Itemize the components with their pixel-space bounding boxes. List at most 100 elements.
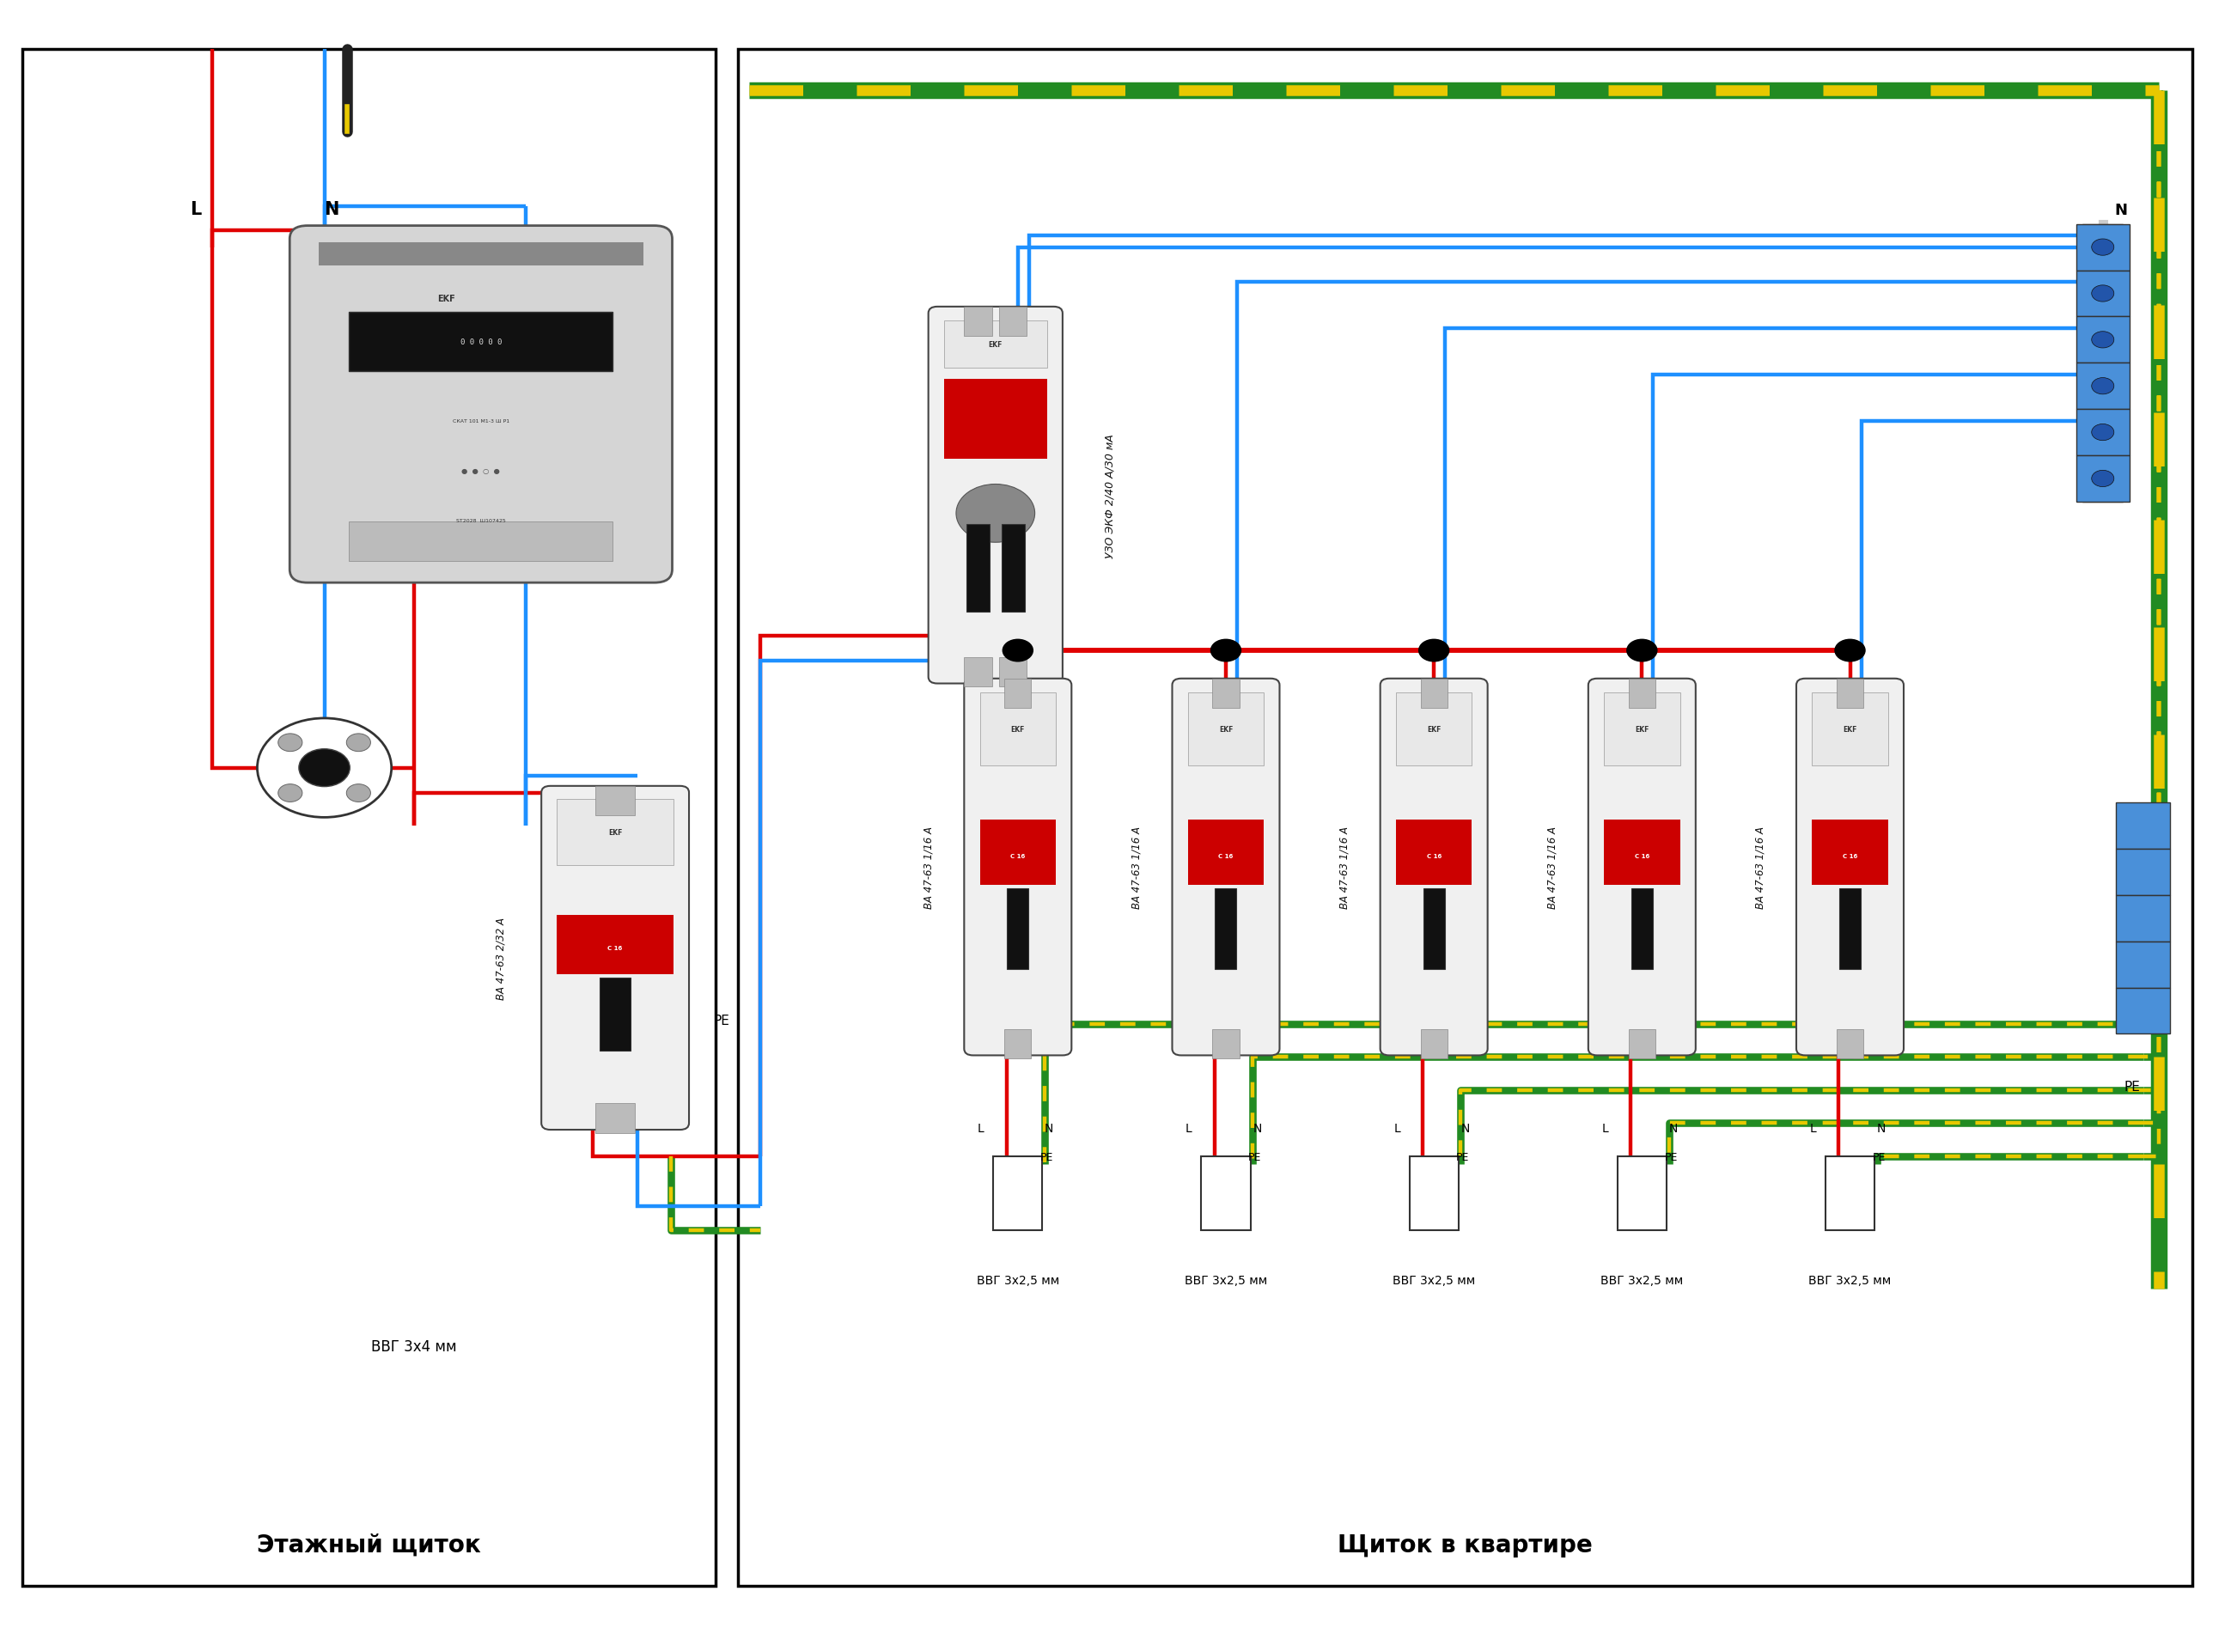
Text: EKF: EKF	[989, 340, 1002, 349]
Text: ВА 47-63 1/16 А: ВА 47-63 1/16 А	[1340, 826, 1349, 909]
Bar	[1617, 1156, 1667, 1231]
FancyBboxPatch shape	[964, 679, 1072, 1056]
Bar	[2116, 849, 2170, 895]
Bar	[1000, 307, 1027, 337]
Circle shape	[1210, 639, 1242, 662]
Bar	[1212, 1029, 1239, 1059]
Bar	[2076, 225, 2130, 271]
FancyBboxPatch shape	[1588, 679, 1696, 1056]
Text: ВВГ 3х2,5 мм: ВВГ 3х2,5 мм	[978, 1274, 1058, 1287]
Bar	[980, 819, 1056, 885]
Text: L: L	[1394, 1122, 1400, 1135]
Circle shape	[300, 750, 349, 786]
Text: УЗО ЭКФ 2/40 А/30 мА: УЗО ЭКФ 2/40 А/30 мА	[1105, 433, 1114, 558]
Text: ВВГ 3х2,5 мм: ВВГ 3х2,5 мм	[1186, 1274, 1266, 1287]
Text: ВА 47-63 1/16 А: ВА 47-63 1/16 А	[1132, 826, 1141, 909]
Text: ВВГ 3х2,5 мм: ВВГ 3х2,5 мм	[1394, 1274, 1474, 1287]
Bar	[944, 380, 1047, 459]
Text: Щиток в квартире: Щиток в квартире	[1338, 1533, 1593, 1556]
Text: EKF: EKF	[1011, 725, 1025, 733]
Bar	[2116, 942, 2170, 988]
Bar	[2083, 225, 2123, 271]
FancyBboxPatch shape	[1172, 679, 1280, 1056]
FancyBboxPatch shape	[1796, 679, 1904, 1056]
Bar	[980, 692, 1056, 765]
Text: EKF: EKF	[608, 829, 622, 836]
Text: ВА 47-63 1/16 А: ВА 47-63 1/16 А	[1548, 826, 1557, 909]
Text: N: N	[1461, 1122, 1470, 1135]
Bar	[2076, 317, 2130, 363]
Text: PE: PE	[1040, 1151, 1054, 1163]
Circle shape	[1418, 639, 1450, 662]
Bar	[1004, 679, 1031, 709]
Text: C 16: C 16	[1843, 854, 1857, 859]
Circle shape	[2092, 425, 2114, 441]
Bar	[2076, 456, 2130, 502]
Bar	[2116, 988, 2170, 1034]
Bar	[1837, 679, 1863, 709]
Text: N: N	[324, 202, 340, 218]
Bar	[600, 978, 631, 1051]
Text: PE: PE	[714, 1014, 729, 1028]
Text: СКАТ 101 М1-3 Ш Р1: СКАТ 101 М1-3 Ш Р1	[452, 420, 510, 423]
Bar	[1837, 1029, 1863, 1059]
Bar	[2083, 317, 2123, 363]
Text: C 16: C 16	[1635, 854, 1649, 859]
Circle shape	[277, 733, 302, 752]
Text: EKF: EKF	[1219, 725, 1233, 733]
Bar	[1420, 679, 1447, 709]
Bar	[1604, 819, 1680, 885]
Bar	[2076, 271, 2130, 317]
Bar	[1188, 692, 1264, 765]
Circle shape	[2092, 240, 2114, 256]
Bar	[964, 657, 991, 687]
Circle shape	[2092, 332, 2114, 349]
Circle shape	[1834, 639, 1866, 662]
Text: ST2028  Ш107425: ST2028 Ш107425	[456, 519, 506, 522]
FancyBboxPatch shape	[928, 307, 1063, 684]
Bar	[1420, 1029, 1447, 1059]
Text: EKF: EKF	[1843, 725, 1857, 733]
Text: PE: PE	[2123, 1080, 2141, 1094]
Text: C 16: C 16	[1427, 854, 1441, 859]
FancyBboxPatch shape	[541, 786, 689, 1130]
Text: N: N	[2114, 203, 2127, 218]
Bar	[1212, 679, 1239, 709]
Text: ВА 47-63 1/16 А: ВА 47-63 1/16 А	[924, 826, 933, 909]
Circle shape	[257, 719, 391, 818]
Bar	[595, 786, 635, 816]
Bar	[1007, 889, 1029, 970]
Text: ВА 47-63 2/32 А: ВА 47-63 2/32 А	[497, 917, 506, 999]
Bar	[966, 525, 989, 611]
Text: 0 0 0 0 0: 0 0 0 0 0	[461, 339, 501, 345]
Text: C 16: C 16	[608, 945, 622, 952]
Bar	[1839, 889, 1861, 970]
Circle shape	[2092, 471, 2114, 487]
Text: L: L	[1602, 1122, 1608, 1135]
Bar	[738, 50, 2192, 1586]
Text: ВВГ 3х2,5 мм: ВВГ 3х2,5 мм	[1602, 1274, 1682, 1287]
Bar	[2116, 895, 2170, 942]
Bar	[964, 307, 991, 337]
Text: ВА 47-63 1/16 А: ВА 47-63 1/16 А	[1756, 826, 1765, 909]
Bar	[1396, 692, 1472, 765]
Bar	[944, 320, 1047, 368]
Circle shape	[347, 785, 371, 803]
Bar	[1812, 692, 1888, 765]
Bar	[1812, 819, 1888, 885]
Bar	[1629, 1029, 1655, 1059]
Text: EKF: EKF	[1427, 725, 1441, 733]
Bar	[320, 243, 644, 266]
Bar	[1002, 525, 1025, 611]
Bar	[2083, 456, 2123, 502]
Text: PE: PE	[1872, 1151, 1886, 1163]
FancyBboxPatch shape	[291, 226, 671, 583]
Bar	[349, 312, 613, 372]
Text: C 16: C 16	[1219, 854, 1233, 859]
Text: N: N	[1045, 1122, 1054, 1135]
Text: L: L	[190, 202, 201, 218]
Circle shape	[955, 484, 1036, 544]
Text: ВВГ 3х2,5 мм: ВВГ 3х2,5 мм	[1810, 1274, 1890, 1287]
Bar	[1396, 819, 1472, 885]
Bar	[1631, 889, 1653, 970]
